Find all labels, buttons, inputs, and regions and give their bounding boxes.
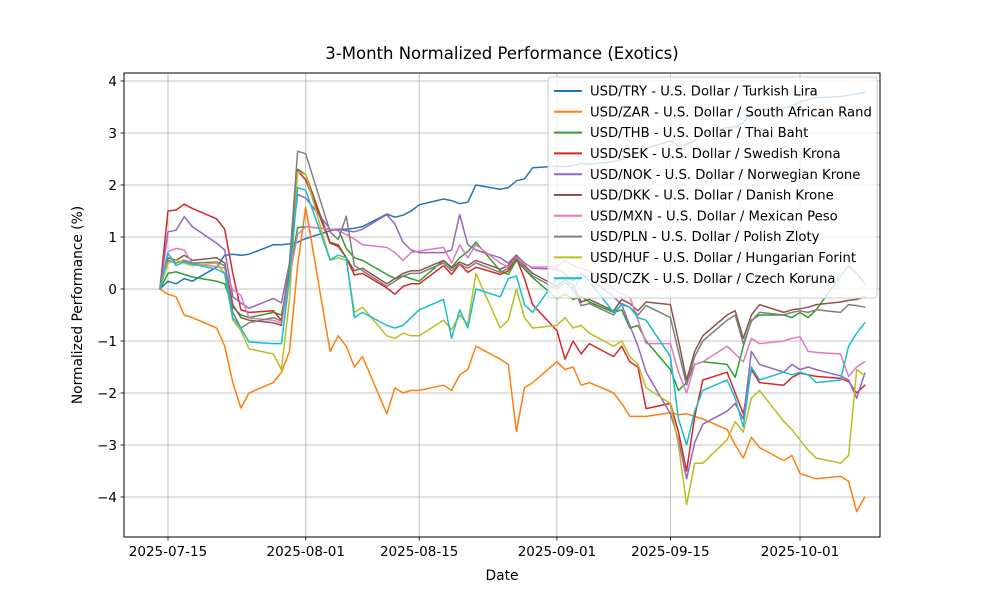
x-tick-label-2025-10-01: 2025-10-01: [761, 544, 839, 560]
legend-item-usd-huf: USD/HUF - U.S. Dollar / Hungarian Forint: [554, 251, 856, 266]
y-tick-label-1: 1: [108, 230, 117, 246]
legend-label-usd-dkk: USD/DKK - U.S. Dollar / Danish Krone: [590, 189, 834, 204]
y-tick-label-2: 2: [108, 178, 117, 194]
legend-item-usd-nok: USD/NOK - U.S. Dollar / Norwegian Krone: [554, 168, 860, 183]
series-line-usd-zar: [159, 206, 866, 513]
series-line-usd-dkk: [159, 168, 866, 381]
legend-label-usd-thb: USD/THB - U.S. Dollar / Thai Baht: [590, 126, 808, 141]
legend-label-usd-sek: USD/SEK - U.S. Dollar / Swedish Krona: [590, 147, 841, 162]
legend-item-usd-dkk: USD/DKK - U.S. Dollar / Danish Krone: [554, 189, 834, 204]
legend: USD/TRY - U.S. Dollar / Turkish Lira USD/…: [547, 76, 878, 299]
legend-item-usd-mxn: USD/MXN - U.S. Dollar / Mexican Peso: [554, 209, 838, 224]
series-line-usd-huf: [159, 171, 866, 506]
series-line-usd-czk: [159, 186, 866, 446]
y-tick-label-0: 0: [108, 282, 117, 298]
legend-item-usd-czk: USD/CZK - U.S. Dollar / Czech Koruna: [554, 272, 835, 287]
series-line-usd-nok: [159, 193, 866, 480]
y-tick-label--2: −2: [97, 386, 117, 402]
legend-label-usd-zar: USD/ZAR - U.S. Dollar / South African Ra…: [590, 105, 872, 120]
legend-item-usd-try: USD/TRY - U.S. Dollar / Turkish Lira: [554, 85, 818, 100]
x-tick-label-2025-08-15: 2025-08-15: [380, 544, 458, 560]
legend-label-usd-try: USD/TRY - U.S. Dollar / Turkish Lira: [590, 85, 818, 100]
x-tick-label-2025-09-01: 2025-09-01: [518, 544, 596, 560]
x-tick-label-2025-08-01: 2025-08-01: [267, 544, 345, 560]
x-axis-label: Date: [486, 568, 519, 584]
legend-item-usd-zar: USD/ZAR - U.S. Dollar / South African Ra…: [554, 105, 872, 120]
series-line-usd-pln: [159, 150, 866, 386]
y-tick-label--3: −3: [97, 438, 117, 454]
plot-frame: [123, 72, 881, 538]
legend-label-usd-pln: USD/PLN - U.S. Dollar / Polish Zloty: [590, 230, 820, 245]
legend-label-usd-nok: USD/NOK - U.S. Dollar / Norwegian Krone: [590, 168, 860, 183]
y-tick-label-3: 3: [108, 126, 117, 142]
x-tick-label-2025-07-15: 2025-07-15: [129, 544, 207, 560]
legend-label-usd-huf: USD/HUF - U.S. Dollar / Hungarian Forint: [590, 251, 856, 266]
y-tick-label--4: −4: [97, 490, 117, 506]
legend-label-usd-czk: USD/CZK - U.S. Dollar / Czech Koruna: [590, 272, 835, 287]
legend-item-usd-thb: USD/THB - U.S. Dollar / Thai Baht: [554, 126, 808, 141]
legend-box: [547, 76, 878, 299]
y-tick-label--1: −1: [97, 334, 117, 350]
y-tick-label-4: 4: [108, 74, 117, 90]
legend-item-usd-pln: USD/PLN - U.S. Dollar / Polish Zloty: [554, 230, 820, 245]
legend-label-usd-mxn: USD/MXN - U.S. Dollar / Mexican Peso: [590, 209, 838, 224]
chart-title: 3-Month Normalized Performance (Exotics): [325, 44, 678, 63]
legend-item-usd-sek: USD/SEK - U.S. Dollar / Swedish Krona: [554, 147, 841, 162]
x-tick-label-2025-09-15: 2025-09-15: [631, 544, 709, 560]
y-axis-label: Normalized Performance (%): [70, 206, 86, 404]
